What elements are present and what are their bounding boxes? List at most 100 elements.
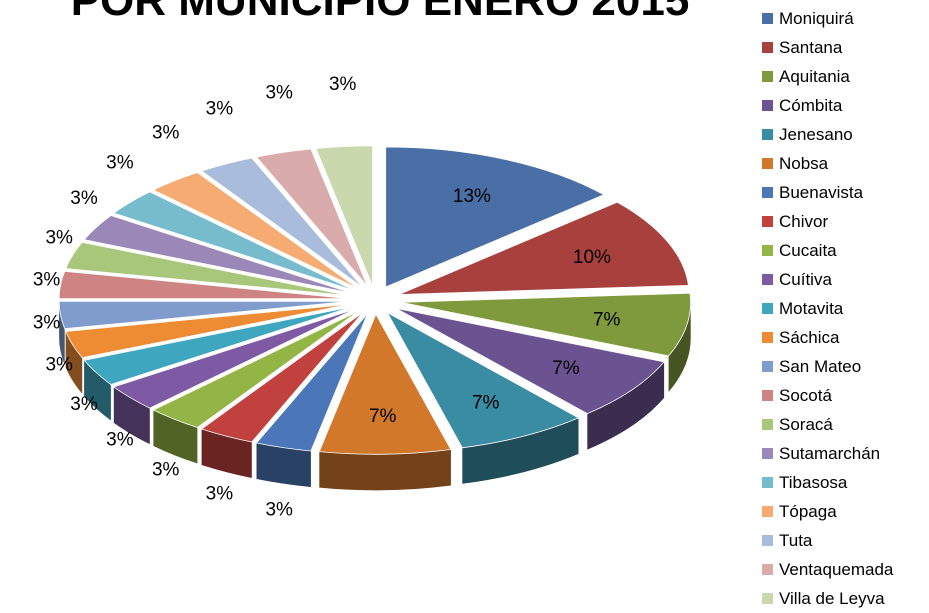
legend-swatch [762, 332, 773, 343]
legend-swatch [762, 187, 773, 198]
pie-slice-santana [398, 201, 689, 295]
legend-item-cuitiva: Cuítiva [762, 265, 893, 294]
legend-item-santana: Santana [762, 33, 893, 62]
legend-swatch [762, 506, 773, 517]
pie-side-san-mateo [59, 301, 65, 365]
legend-item-chivor: Chivor [762, 207, 893, 236]
data-label-soraca: 3% [45, 228, 73, 249]
data-label-motavita: 3% [70, 394, 98, 415]
legend-item-soraca: Soracá [762, 410, 893, 439]
legend-label: Buenavista [779, 182, 864, 202]
data-label-ventaquemada: 3% [265, 82, 293, 103]
pie-slice-tibasosa [112, 191, 356, 292]
legend-swatch [762, 245, 773, 256]
legend-swatch [762, 71, 773, 82]
legend-label: San Mateo [779, 356, 862, 376]
data-label-buenavista: 3% [265, 500, 293, 521]
pie-slice-villa-de-leyva [315, 145, 373, 286]
legend-label: Sutamarchán [779, 443, 881, 463]
pie-side-chivor [201, 429, 252, 478]
legend-label: Cuítiva [779, 269, 832, 289]
pie-slice-tuta [200, 157, 364, 288]
legend-swatch [762, 448, 773, 459]
pie-slice-motavita [83, 306, 353, 385]
legend-swatch [762, 303, 773, 314]
pie-slice-moniquira [385, 146, 605, 288]
data-label-sutamarchan: 3% [70, 188, 98, 209]
pie-side-jenesano [462, 417, 579, 484]
pie-slice-cuitiva [112, 308, 356, 409]
data-label-socota: 3% [33, 270, 61, 291]
legend-item-buenavista: Buenavista [762, 178, 893, 207]
legend-item-jenesano: Jenesano [762, 120, 893, 149]
legend-label: Soracá [779, 414, 833, 434]
pie-slice-combita [395, 307, 665, 415]
data-label-nobsa: 7% [369, 406, 397, 427]
pie-slice-san-mateo [58, 301, 350, 330]
legend-swatch [762, 274, 773, 285]
pie-slice-chivor [200, 312, 364, 443]
legend-item-sutamarchan: Sutamarchán [762, 439, 893, 468]
legend-item-sachica: Sáchica [762, 323, 893, 352]
pie-slice-cucaita [152, 310, 359, 428]
legend-swatch [762, 158, 773, 169]
pie-side-sachica [65, 331, 83, 394]
legend-item-socota: Socotá [762, 381, 893, 410]
pie-side-combita [587, 361, 665, 450]
legend-swatch [762, 390, 773, 401]
legend-item-motavita: Motavita [762, 294, 893, 323]
legend-label: Tuta [779, 530, 813, 550]
data-label-cuitiva: 3% [106, 429, 134, 450]
legend-swatch [762, 13, 773, 24]
data-label-tuta: 3% [206, 99, 234, 120]
legend-swatch [762, 477, 773, 488]
legend-item-topaga: Tópaga [762, 497, 893, 526]
legend-swatch [762, 216, 773, 227]
legend-swatch [762, 129, 773, 140]
legend-swatch [762, 564, 773, 575]
legend-label: Motavita [779, 298, 844, 318]
legend-label: Aquitania [779, 66, 850, 86]
legend-label: Chivor [779, 211, 829, 231]
legend-label: Cómbita [779, 95, 843, 115]
data-label-moniquira: 13% [453, 186, 491, 207]
legend-label: Cucaita [779, 240, 837, 260]
legend-item-tibasosa: Tibasosa [762, 468, 893, 497]
legend-item-moniquira: Moniquirá [762, 4, 893, 33]
pie-slice-ventaquemada [255, 148, 368, 287]
legend-label: Moniquirá [779, 8, 854, 28]
data-label-cucaita: 3% [152, 460, 180, 481]
data-label-combita: 7% [552, 358, 580, 379]
legend-swatch [762, 593, 773, 604]
legend-label: Santana [779, 37, 843, 57]
legend-item-san-mateo: San Mateo [762, 352, 893, 381]
data-label-topaga: 3% [152, 123, 180, 144]
legend-label: Socotá [779, 385, 832, 405]
legend: Moniquirá Santana Aquitania Cómbita Jenesano… [762, 4, 893, 613]
data-label-sachica: 3% [45, 354, 73, 375]
legend-label: Ventaquemada [779, 559, 894, 579]
chart-title: POR MUNICIPIO ENERO 2015 [70, 0, 690, 25]
pie-slice-nobsa [318, 313, 452, 455]
legend-label: Sáchica [779, 327, 840, 347]
legend-label: Tópaga [779, 501, 837, 521]
legend-label: Jenesano [779, 124, 853, 144]
data-label-jenesano: 7% [472, 393, 500, 414]
legend-swatch [762, 42, 773, 53]
legend-item-tuta: Tuta [762, 526, 893, 555]
data-label-san-mateo: 3% [33, 312, 61, 333]
data-label-chivor: 3% [206, 483, 234, 504]
legend-item-nobsa: Nobsa [762, 149, 893, 178]
pie-side-cucaita [153, 410, 198, 464]
data-label-santana: 10% [573, 247, 611, 268]
pie-slice-soraca [65, 241, 351, 297]
legend-swatch [762, 419, 773, 430]
pie-slice-aquitania [400, 292, 691, 357]
pie-side-motavita [84, 360, 111, 421]
legend-item-cucaita: Cucaita [762, 236, 893, 265]
pie-slice-sachica [65, 303, 351, 359]
legend-item-aquitania: Aquitania [762, 62, 893, 91]
legend-item-ventaquemada: Ventaquemada [762, 555, 893, 584]
pie-side-buenavista [256, 443, 311, 487]
legend-label: Tibasosa [779, 472, 848, 492]
